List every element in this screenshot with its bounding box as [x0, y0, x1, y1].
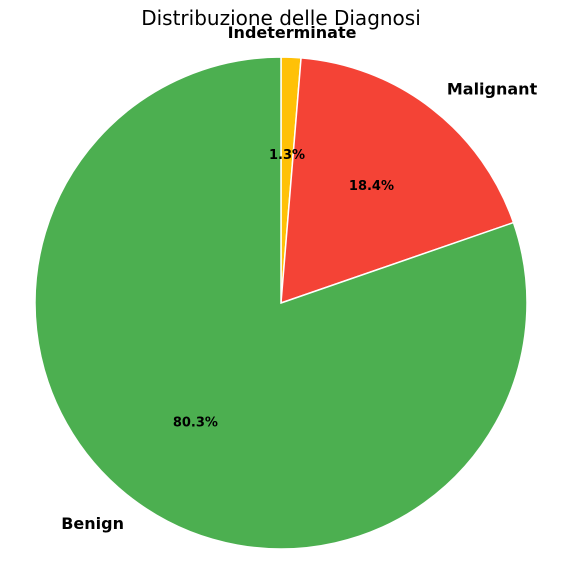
chart-title: Distribuzione delle Diagnosi [141, 6, 421, 30]
pct-label-benign: 80.3% [173, 416, 218, 431]
pie-slices [34, 56, 528, 550]
category-labels: Indeterminate Malignant Benign [61, 23, 537, 533]
percentage-labels: 1.3% 18.4% 80.3% [173, 148, 394, 431]
pie-slice-benign [34, 56, 528, 550]
pie-slice-malignant [280, 57, 515, 305]
pct-label-malignant: 18.4% [349, 179, 394, 194]
pct-label-indeterminate: 1.3% [269, 148, 305, 163]
category-label-indeterminate: Indeterminate [228, 23, 357, 42]
category-label-malignant: Malignant [447, 80, 538, 99]
category-label-benign: Benign [61, 514, 124, 533]
